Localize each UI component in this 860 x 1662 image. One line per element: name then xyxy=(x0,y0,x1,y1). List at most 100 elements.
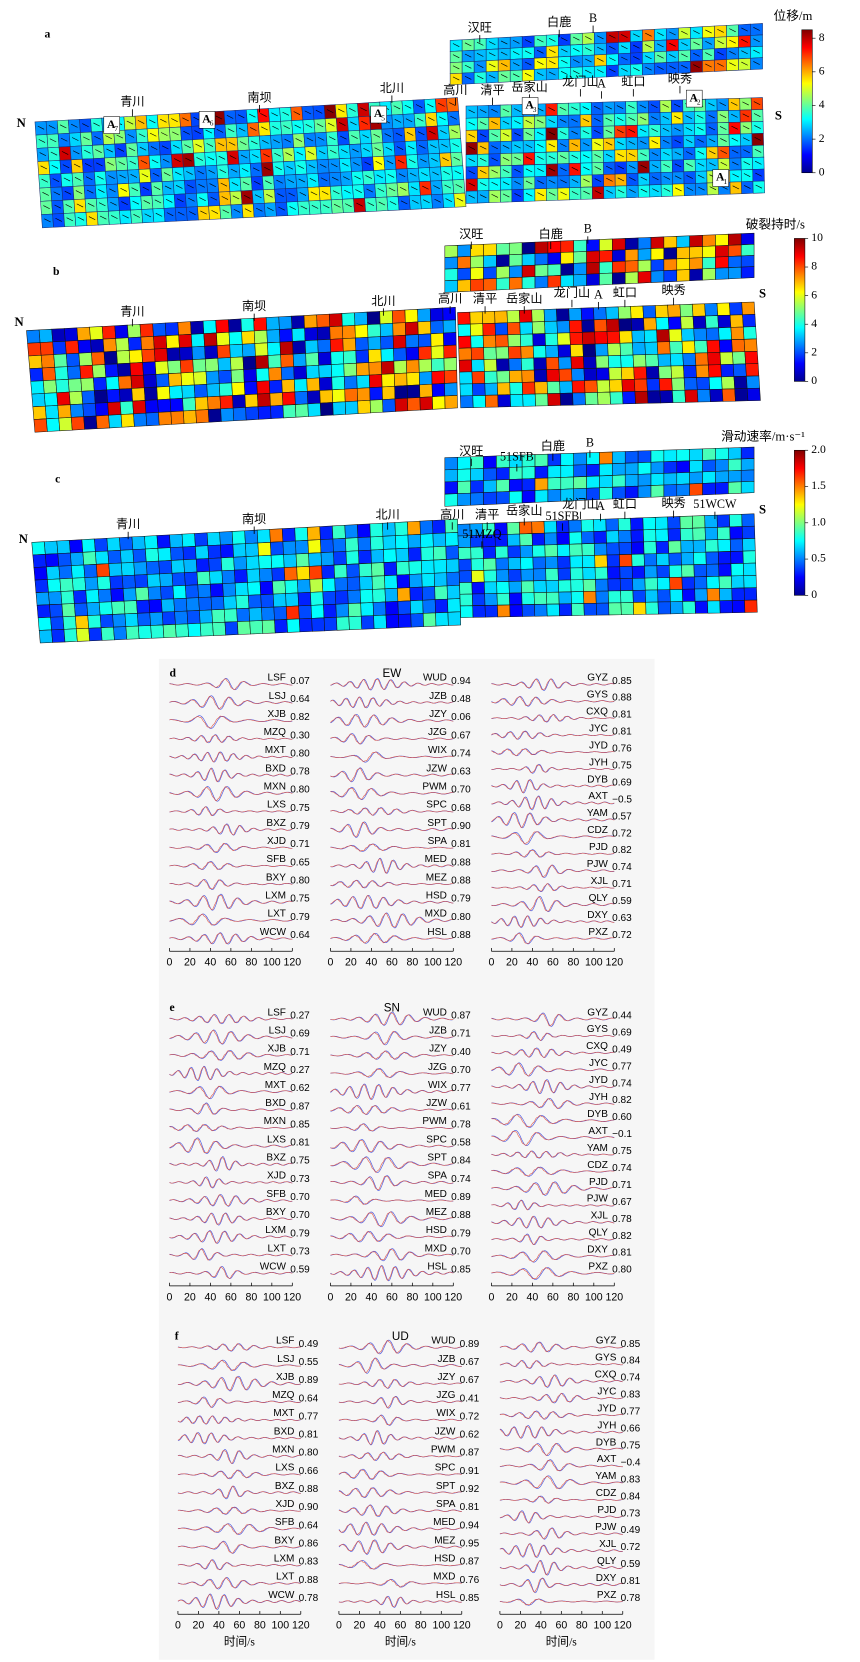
fault-cell xyxy=(458,547,472,560)
slip-arrow xyxy=(355,189,362,193)
slip-arrow xyxy=(195,143,202,148)
slip-arrow xyxy=(59,124,67,129)
correlation: 0.77 xyxy=(299,1411,319,1422)
fault-cell xyxy=(342,325,356,339)
fault-cell xyxy=(372,588,386,603)
fault-cell xyxy=(573,476,587,490)
waveform xyxy=(330,933,454,944)
fault-cell xyxy=(234,109,248,125)
fault-cell xyxy=(156,386,171,401)
waveform xyxy=(491,1234,615,1245)
fault-cell xyxy=(696,376,711,391)
fault-cell xyxy=(607,342,621,356)
fault-cell xyxy=(717,538,731,553)
fault-cell xyxy=(617,306,632,320)
fault-cell xyxy=(381,385,396,400)
fault-cell xyxy=(619,342,634,356)
fault-cell xyxy=(362,170,376,185)
fault-cell xyxy=(408,560,423,575)
fault-cell xyxy=(179,346,194,361)
fault-cell xyxy=(181,139,194,154)
fault-cell xyxy=(485,37,499,50)
slip-arrow xyxy=(468,121,476,126)
slip-arrow xyxy=(583,166,590,171)
slip-arrow xyxy=(442,157,449,162)
slip-arrow xyxy=(502,120,510,125)
fault-cell xyxy=(571,603,585,616)
fault-cell xyxy=(607,590,622,604)
fault-cell xyxy=(660,135,673,149)
fault-cell xyxy=(568,126,581,140)
fault-cell xyxy=(726,58,739,72)
fault-cell xyxy=(261,162,274,177)
waveform xyxy=(177,1559,301,1570)
fault-cell xyxy=(694,110,707,124)
slip-arrow xyxy=(277,193,284,197)
fault-cell xyxy=(599,463,613,477)
correlation: 0.65 xyxy=(290,857,310,868)
fault-cell xyxy=(136,141,150,157)
fault-cell xyxy=(488,189,501,203)
fault-cell xyxy=(443,357,458,372)
fault-cell xyxy=(716,110,730,124)
waveform xyxy=(338,1469,462,1480)
asperity-sub: 5 xyxy=(381,113,385,122)
fault-cell xyxy=(557,114,570,128)
fault-cell xyxy=(571,380,586,394)
fault-cell xyxy=(336,616,350,631)
slip-arrow xyxy=(662,139,670,144)
fault-cell xyxy=(134,115,148,130)
fault-cell xyxy=(496,581,510,594)
x-tick-label: 120 xyxy=(605,1291,623,1303)
fault-cell xyxy=(174,206,188,222)
slip-arrow xyxy=(673,103,681,108)
slip-arrow xyxy=(651,152,659,157)
waveform xyxy=(330,1083,454,1100)
fault-cell xyxy=(380,335,394,350)
slip-arrow xyxy=(663,175,671,180)
fault-cell xyxy=(752,180,765,194)
correlation: 0.67 xyxy=(612,1197,632,1208)
slip-arrow xyxy=(353,162,360,166)
fault-cell xyxy=(739,97,752,111)
fault-cell xyxy=(618,529,632,543)
correlation: 0.81 xyxy=(612,727,632,738)
colorbar-tick-label: 0 xyxy=(811,374,817,387)
waveform xyxy=(330,1050,454,1060)
fault-cell xyxy=(273,606,288,621)
correlation: 0.92 xyxy=(460,1484,480,1495)
slip-arrow xyxy=(536,61,544,65)
place-label: A xyxy=(596,499,605,513)
slip-arrow xyxy=(657,32,664,36)
fault-cell xyxy=(292,353,307,367)
slip-arrow xyxy=(387,173,395,178)
slip-arrow xyxy=(108,175,115,179)
station-name: LSJ xyxy=(269,1025,286,1036)
slip-arrow xyxy=(264,166,271,171)
fault-cell xyxy=(705,315,719,329)
slip-arrow xyxy=(686,187,694,191)
fault-cell xyxy=(586,463,600,477)
fault-cell xyxy=(406,371,420,386)
x-tick-label: 80 xyxy=(567,1291,579,1303)
slip-arrow xyxy=(468,182,476,187)
fault-cell xyxy=(41,213,54,229)
fault-cell xyxy=(416,153,430,169)
fault-cell xyxy=(346,103,359,118)
fault-cell xyxy=(59,577,74,592)
slip-arrow xyxy=(693,41,700,46)
slip-arrow xyxy=(491,193,499,198)
fault-cell xyxy=(194,532,209,547)
fault-cell xyxy=(582,579,597,592)
station-name: HSD xyxy=(426,1225,447,1236)
colorbar xyxy=(794,449,806,596)
fault-cell xyxy=(663,484,678,497)
fault-cell xyxy=(521,253,536,266)
slip-arrow xyxy=(151,159,159,164)
fault-cell xyxy=(144,399,159,414)
slip-arrow xyxy=(628,116,635,121)
station-name: HSD xyxy=(426,890,447,901)
fault-cell xyxy=(619,566,633,579)
fault-cell xyxy=(167,360,182,374)
slip-arrow xyxy=(405,118,413,123)
